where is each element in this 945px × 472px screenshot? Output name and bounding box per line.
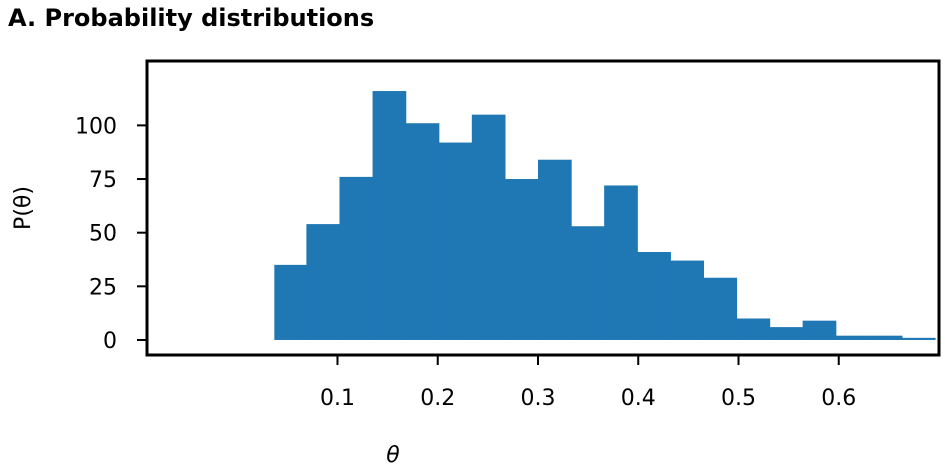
- histogram-bar: [372, 91, 407, 340]
- histogram-bar: [471, 114, 506, 340]
- histogram-bar: [901, 337, 936, 340]
- histogram-bar: [637, 251, 671, 340]
- histogram-bar: [274, 264, 308, 340]
- y-tick-label: 100: [75, 114, 117, 139]
- histogram-bar: [339, 176, 374, 340]
- x-tick-label: 0.4: [621, 386, 656, 411]
- y-axis-label: P(θ): [11, 186, 36, 230]
- histogram-bar: [835, 335, 870, 340]
- histogram-bar: [604, 185, 638, 340]
- x-axis-label: θ: [386, 443, 400, 468]
- histogram-bar: [405, 123, 440, 340]
- plot-frame: [145, 59, 941, 357]
- x-tick-label: 0.2: [420, 386, 455, 411]
- x-axis: 0.1 0.2 0.3 0.4 0.5 0.6: [320, 355, 856, 411]
- x-tick-label: 0.1: [320, 386, 355, 411]
- histogram-bar: [571, 226, 605, 340]
- histogram-bar: [670, 260, 705, 340]
- y-tick-label: 75: [89, 168, 117, 193]
- y-tick-label: 0: [103, 329, 117, 354]
- histogram-bar: [802, 320, 837, 340]
- y-tick-label: 25: [89, 275, 117, 300]
- histogram-bar: [769, 327, 804, 340]
- histogram-bar: [537, 159, 572, 340]
- y-tick-label: 50: [89, 222, 117, 247]
- histogram-bar: [306, 224, 341, 340]
- x-tick-label: 0.6: [821, 386, 856, 411]
- chart-title: A. Probability distributions: [8, 4, 375, 32]
- x-tick-label: 0.5: [721, 386, 756, 411]
- histogram-bar: [868, 335, 903, 340]
- histogram-bar: [703, 277, 738, 340]
- histogram-bar: [736, 318, 771, 340]
- x-tick-label: 0.3: [520, 386, 555, 411]
- histogram-bar: [504, 179, 539, 340]
- histogram-bar: [438, 142, 473, 340]
- y-axis: 0 25 50 75 100: [75, 114, 147, 354]
- histogram-bars: [274, 91, 936, 340]
